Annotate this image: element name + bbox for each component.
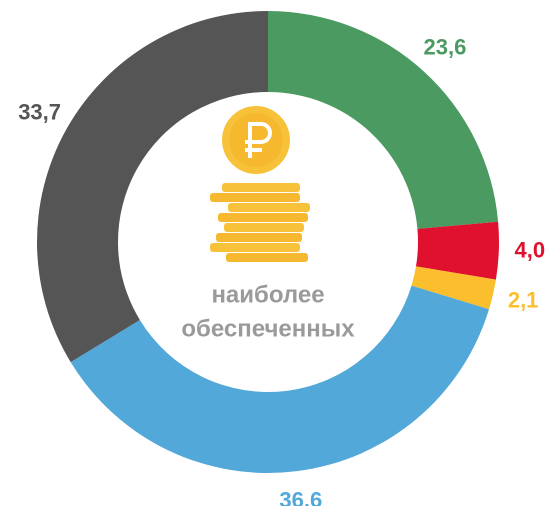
- center-text: наиболее: [211, 281, 324, 308]
- donut-segment: [416, 221, 499, 280]
- coins-icon: [210, 106, 310, 262]
- center-text: обеспеченных: [181, 315, 355, 342]
- data-label: 33,7: [18, 99, 61, 124]
- donut-segment: [37, 11, 268, 363]
- data-label: 23,6: [424, 35, 467, 60]
- data-label: 2,1: [508, 287, 539, 312]
- donut-segment: [268, 11, 499, 229]
- data-label: 36,6: [279, 488, 322, 506]
- donut-segment: [411, 266, 496, 310]
- donut-segment: [70, 285, 490, 474]
- data-label: 4,0: [515, 238, 546, 263]
